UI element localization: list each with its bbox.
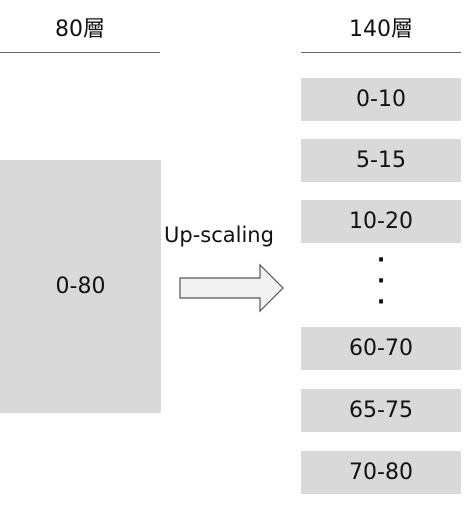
layer-box: 10-20 (301, 200, 461, 243)
layer-box-label: 10-20 (349, 209, 413, 234)
layer-box: 60-70 (301, 327, 461, 370)
layer-box: 70-80 (301, 451, 461, 494)
layer-box-label: 5-15 (356, 148, 406, 173)
layer-box: 65-75 (301, 389, 461, 432)
layer-box: 0-10 (301, 78, 461, 121)
right-arrow-icon (179, 263, 284, 313)
original-layer-block: 0-80 (0, 160, 161, 413)
layer-box-label: 65-75 (349, 398, 413, 423)
upscaling-label: Up-scaling (164, 223, 274, 247)
upscaled-layer-list: 0-10 5-15 10-20 · · · 60-70 65-75 70-80 (301, 0, 461, 506)
layer-box-label: 0-10 (356, 87, 406, 112)
left-header: 80層 (55, 17, 105, 42)
ellipsis-dot: · (376, 248, 386, 273)
left-header-rule (0, 52, 160, 53)
layer-box-label: 60-70 (349, 336, 413, 361)
ellipsis-dot: · (376, 290, 386, 315)
ellipsis-dot: · (376, 269, 386, 294)
original-layer-label: 0-80 (55, 274, 106, 299)
right-header-rule (301, 52, 461, 53)
right-header: 140層 (349, 17, 413, 42)
layer-box-label: 70-80 (349, 460, 413, 485)
layer-box: 5-15 (301, 139, 461, 182)
